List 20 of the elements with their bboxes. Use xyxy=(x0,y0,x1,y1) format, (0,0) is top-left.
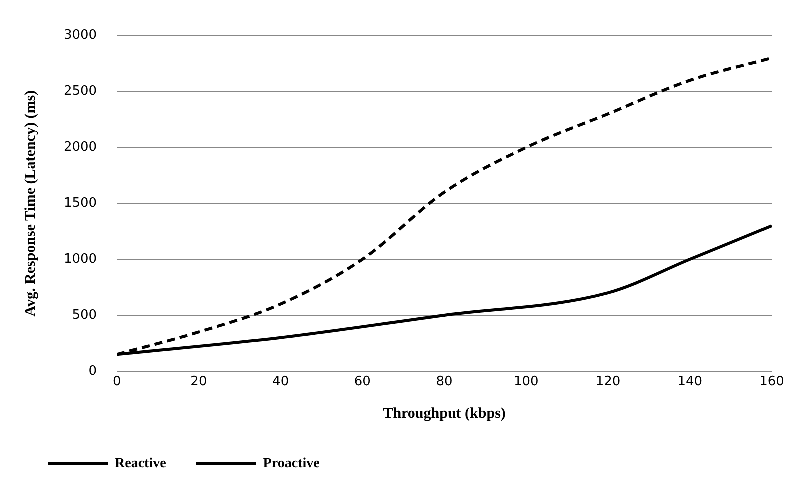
x-tick-label: 120 xyxy=(596,374,621,390)
x-tick-label: 100 xyxy=(514,374,539,390)
x-tick-label: 0 xyxy=(112,374,122,390)
y-axis-title: Avg. Response Time (Latency) (ms) xyxy=(22,90,39,317)
legend-label: Reactive xyxy=(115,456,166,472)
y-tick-label: 500 xyxy=(72,308,98,323)
y-tick-label: 3000 xyxy=(64,28,98,44)
y-tick-label: 2000 xyxy=(64,140,98,156)
x-axis-title: Throughput (kbps) xyxy=(383,406,506,422)
y-tick-label: 2500 xyxy=(64,84,98,100)
y-tick-label: 1000 xyxy=(64,252,98,267)
x-tick-label: 80 xyxy=(436,374,453,390)
x-tick-label: 140 xyxy=(678,374,703,390)
x-tick-label: 160 xyxy=(760,374,784,390)
y-tick-label: 0 xyxy=(88,364,98,379)
x-tick-label: 20 xyxy=(190,374,208,390)
x-tick-label: 60 xyxy=(354,374,371,390)
legend-label: Proactive xyxy=(263,456,320,472)
y-tick-label: 1500 xyxy=(64,196,98,211)
x-tick-label: 40 xyxy=(272,374,290,390)
